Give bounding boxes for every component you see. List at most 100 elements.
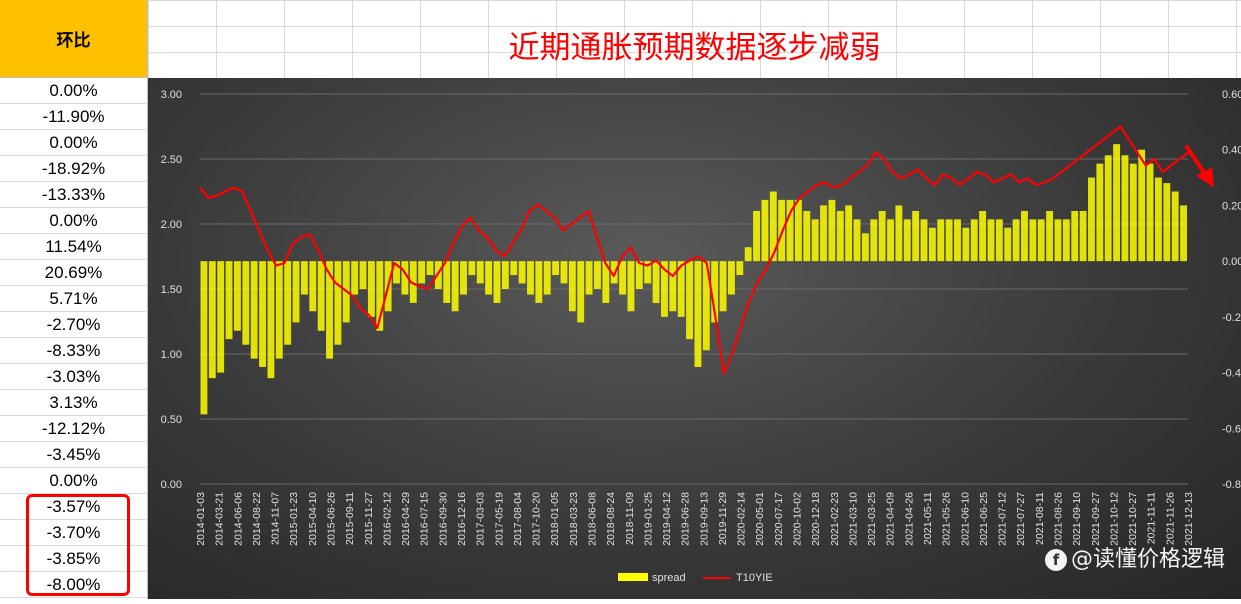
- page-title: 近期通胀预期数据逐步减弱: [508, 30, 881, 66]
- spread-bar: [418, 261, 426, 284]
- legend-swatch-spread: [618, 573, 648, 581]
- right-y-tick-label: -0.60: [1222, 423, 1241, 435]
- right-y-tick-label: -0.80: [1222, 479, 1241, 491]
- right-y-axis: 0.60 0.40 0.20 0.00 -0.20 -0.40 -0.60 -0.80: [1222, 89, 1241, 491]
- spread-bar: [376, 261, 384, 331]
- x-tick-label: 2021-04-09: [885, 492, 897, 546]
- ratio-cell[interactable]: 3.13%: [0, 390, 147, 416]
- spread-bar: [945, 219, 953, 262]
- ratio-cell[interactable]: -18.92%: [0, 156, 147, 182]
- spread-bar: [460, 261, 467, 295]
- spread-bar: [794, 199, 802, 262]
- spread-bar: [711, 261, 719, 323]
- x-tick-label: 2020-12-18: [810, 492, 822, 546]
- ratio-cell[interactable]: 0.00%: [0, 78, 147, 104]
- ratio-cell[interactable]: -2.70%: [0, 312, 147, 338]
- ratio-cell[interactable]: -3.03%: [0, 364, 147, 390]
- spread-bar: [594, 261, 601, 289]
- t10yie-line-group: [199, 125, 1189, 375]
- spread-bar: [962, 227, 970, 262]
- x-tick-label: 2016-09-30: [437, 492, 449, 546]
- x-tick-label: 2021-04-26: [903, 492, 915, 546]
- left-y-tick-label: 1.00: [161, 349, 182, 361]
- spread-bar: [543, 261, 551, 295]
- spread-bar: [694, 261, 702, 367]
- x-tick-label: 2021-10-27: [1127, 492, 1139, 546]
- spread-bar: [987, 219, 995, 262]
- legend-label-t10yie: T10YIE: [736, 572, 773, 584]
- spread-bar: [1155, 177, 1162, 262]
- ratio-cell[interactable]: -3.70%: [0, 520, 147, 546]
- x-tick-label: 2018-08-24: [605, 492, 617, 546]
- spread-bars: [200, 144, 1187, 415]
- x-tick-label: 2021-03-10: [848, 492, 860, 546]
- chart-area[interactable]: 3.00 2.50 2.00 1.50 1.00 0.50 0.00 0.60 0.40 0.2…: [148, 78, 1241, 599]
- ratio-cell[interactable]: 11.54%: [0, 234, 147, 260]
- spread-bar: [300, 261, 308, 295]
- ratio-cell[interactable]: -3.45%: [0, 442, 147, 468]
- ratio-cell[interactable]: 0.00%: [0, 208, 147, 234]
- spread-bar: [1121, 155, 1129, 262]
- legend: spread T10YIE: [618, 572, 773, 584]
- spread-bar: [451, 261, 459, 312]
- ratio-cell[interactable]: -12.12%: [0, 416, 147, 442]
- spread-bar: [510, 261, 518, 276]
- ratio-cell[interactable]: -8.00%: [0, 572, 147, 598]
- ratio-cell[interactable]: 0.00%: [0, 468, 147, 494]
- x-tick-label: 2021-11-11: [1146, 492, 1158, 544]
- ratio-cell[interactable]: -11.90%: [0, 104, 147, 130]
- spread-bar: [853, 219, 861, 262]
- spread-bar: [1113, 144, 1121, 262]
- left-y-tick-label: 2.50: [161, 154, 182, 166]
- spread-bar: [644, 261, 652, 284]
- x-tick-label: 2021-09-27: [1090, 492, 1102, 546]
- ratio-column-header[interactable]: 环比: [0, 0, 147, 78]
- spread-bar: [811, 219, 819, 262]
- spread-bar: [719, 261, 727, 312]
- spread-bar: [309, 261, 317, 312]
- ratio-cell[interactable]: 5.71%: [0, 286, 147, 312]
- spread-bar: [635, 261, 643, 289]
- ratio-cell[interactable]: -13.33%: [0, 182, 147, 208]
- x-tick-label: 2016-07-15: [419, 492, 431, 546]
- spread-bar: [208, 261, 216, 379]
- spread-bar: [1138, 149, 1146, 262]
- watermark-logo-icon: f: [1044, 549, 1067, 571]
- ratio-cell[interactable]: -3.85%: [0, 546, 147, 572]
- spread-bar: [250, 261, 258, 359]
- x-tick-label: 2021-06-25: [978, 492, 990, 546]
- spread-bar: [585, 261, 593, 295]
- spread-bar: [895, 205, 903, 262]
- x-tick-label: 2019-06-28: [680, 492, 692, 546]
- spread-bar: [267, 261, 275, 379]
- spread-bar: [954, 219, 961, 262]
- right-y-tick-label: 0.20: [1222, 200, 1241, 212]
- spread-bar: [485, 261, 493, 295]
- spread-bar: [979, 211, 987, 262]
- ratio-cell[interactable]: 20.69%: [0, 260, 147, 286]
- spread-bar: [652, 261, 660, 303]
- x-tick-label: 2021-12-13: [1183, 492, 1195, 546]
- spread-bar: [870, 219, 878, 262]
- x-tick-label: 2017-05-19: [493, 492, 505, 546]
- spread-bar: [619, 261, 627, 295]
- t10yie-line: [199, 125, 1189, 375]
- spread-bar: [1054, 219, 1062, 262]
- ratio-cell[interactable]: 0.00%: [0, 130, 147, 156]
- left-y-tick-label: 3.00: [161, 89, 182, 101]
- left-y-tick-label: 1.50: [161, 284, 182, 296]
- x-tick-label: 2016-04-29: [400, 492, 412, 546]
- spread-bar: [242, 261, 250, 345]
- spread-bar: [1012, 219, 1020, 262]
- ratio-cell[interactable]: -3.57%: [0, 494, 147, 520]
- x-tick-label: 2015-06-26: [326, 492, 338, 546]
- x-tick-label: 2020-02-14: [736, 492, 748, 546]
- right-y-tick-label: 0.60: [1222, 89, 1241, 101]
- x-tick-label: 2021-07-27: [1015, 492, 1027, 546]
- legend-label-spread: spread: [652, 572, 686, 584]
- x-tick-label: 2018-06-08: [587, 492, 599, 546]
- ratio-cell[interactable]: -8.33%: [0, 338, 147, 364]
- trend-arrow-head-icon: [1196, 167, 1214, 188]
- spread-bar: [1088, 177, 1095, 262]
- spread-bar: [1046, 211, 1054, 262]
